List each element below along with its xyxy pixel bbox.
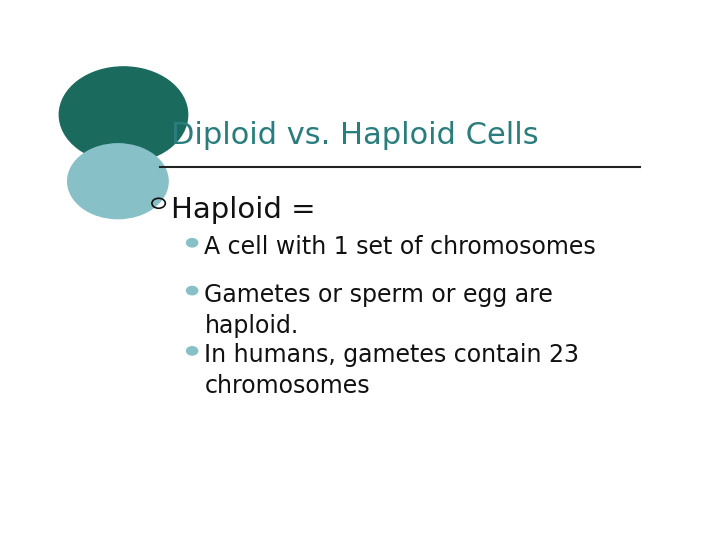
Text: Haploid =: Haploid = — [171, 196, 315, 224]
Circle shape — [186, 239, 198, 247]
Text: Gametes or sperm or egg are
haploid.: Gametes or sperm or egg are haploid. — [204, 283, 553, 338]
Text: A cell with 1 set of chromosomes: A cell with 1 set of chromosomes — [204, 235, 596, 259]
Circle shape — [186, 347, 198, 355]
Text: In humans, gametes contain 23
chromosomes: In humans, gametes contain 23 chromosome… — [204, 343, 580, 398]
Circle shape — [68, 144, 168, 219]
Text: Diploid vs. Haploid Cells: Diploid vs. Haploid Cells — [171, 121, 539, 150]
Circle shape — [59, 67, 188, 163]
Circle shape — [186, 286, 198, 295]
